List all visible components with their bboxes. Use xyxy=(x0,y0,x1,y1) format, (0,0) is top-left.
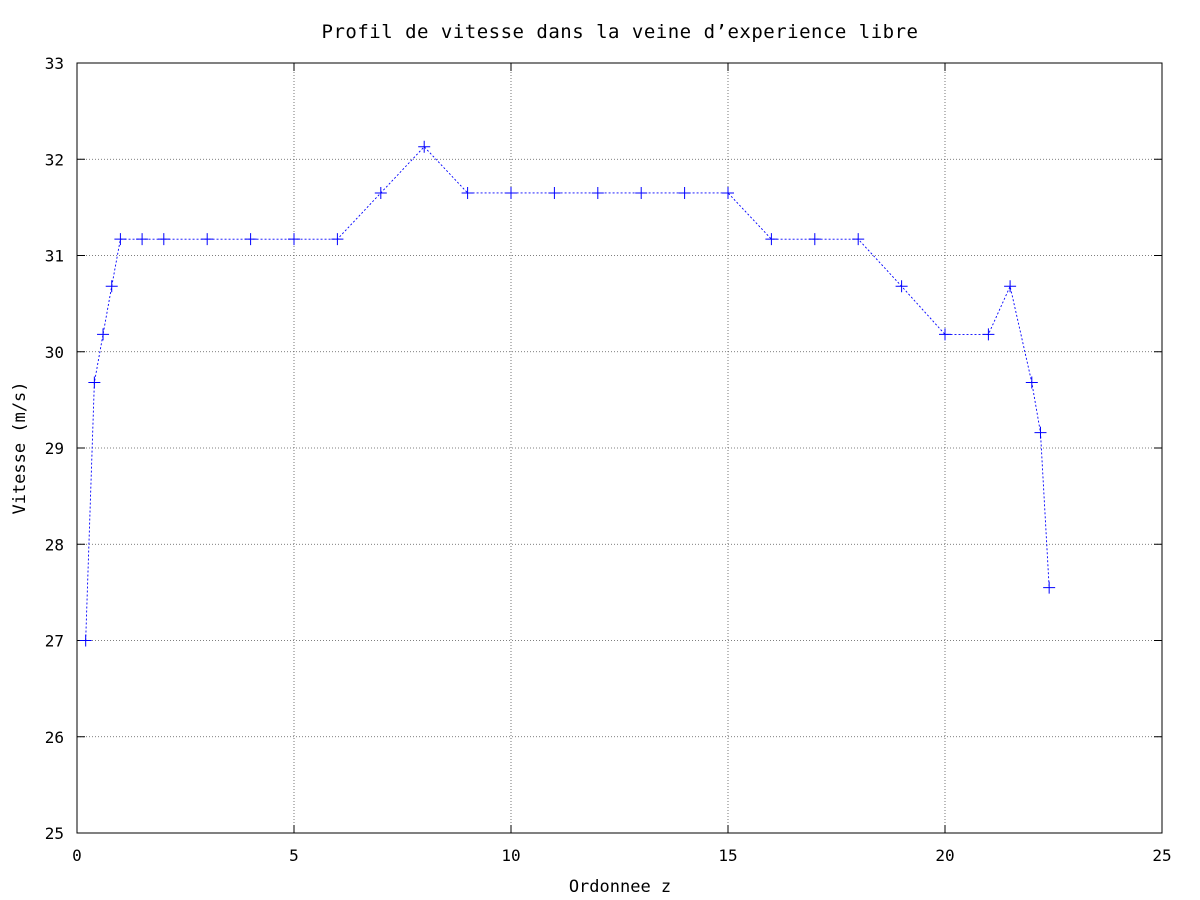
y-tick-label: 29 xyxy=(45,439,64,458)
data-point-marker xyxy=(1043,581,1056,594)
data-point-marker xyxy=(982,328,995,341)
series-line xyxy=(85,146,1050,641)
data-points xyxy=(79,140,1056,647)
data-point-marker xyxy=(105,280,118,293)
x-tick-label: 0 xyxy=(72,846,82,865)
y-tick-label: 32 xyxy=(45,150,64,169)
y-tick-label: 33 xyxy=(45,54,64,73)
x-tick-labels: 0 5 10 15 20 25 xyxy=(72,846,1171,865)
series-line-group xyxy=(85,146,1050,641)
data-point-marker xyxy=(591,186,604,199)
y-tick-label: 26 xyxy=(45,728,64,747)
data-point-marker xyxy=(374,186,387,199)
grid-lines xyxy=(77,63,1162,833)
x-tick-label: 15 xyxy=(718,846,737,865)
data-point-marker xyxy=(1025,376,1038,389)
y-tick-label: 27 xyxy=(45,632,64,651)
data-point-marker xyxy=(88,376,101,389)
data-point-marker xyxy=(79,634,92,647)
data-point-marker xyxy=(678,186,691,199)
y-tick-label: 30 xyxy=(45,343,64,362)
data-point-marker xyxy=(722,186,734,199)
y-tick-label: 25 xyxy=(45,824,64,843)
data-point-marker xyxy=(1034,426,1047,439)
data-point-marker xyxy=(244,233,257,246)
data-point-marker xyxy=(288,233,300,246)
data-point-marker xyxy=(505,186,517,199)
data-point-marker xyxy=(418,140,431,153)
y-tick-label: 31 xyxy=(45,247,64,266)
data-point-marker xyxy=(939,328,951,341)
x-tick-label: 10 xyxy=(501,846,520,865)
x-tick-label: 20 xyxy=(935,846,954,865)
y-tick-label: 28 xyxy=(45,535,64,554)
data-point-marker xyxy=(895,280,908,293)
data-point-marker xyxy=(114,233,127,246)
data-point-marker xyxy=(331,233,344,246)
data-point-marker xyxy=(201,233,214,246)
data-point-marker xyxy=(1004,280,1017,293)
data-point-marker xyxy=(852,233,865,246)
data-point-marker xyxy=(808,233,821,246)
x-tick-label: 25 xyxy=(1152,846,1171,865)
chart-title: Profil de vitesse dans la veine d’experi… xyxy=(322,21,919,43)
y-axis-label: Vitesse (m/s) xyxy=(10,381,30,514)
x-axis-label: Ordonnee z xyxy=(569,877,671,897)
y-tick-labels: 25 26 27 28 29 30 31 32 33 xyxy=(45,54,64,843)
x-tick-label: 5 xyxy=(289,846,299,865)
data-point-marker xyxy=(765,233,778,246)
data-point-marker xyxy=(635,186,648,199)
data-point-marker xyxy=(97,328,110,341)
data-point-marker xyxy=(136,233,149,246)
axis-ticks xyxy=(76,62,1163,834)
data-point-marker xyxy=(461,186,474,199)
data-point-marker xyxy=(157,233,170,246)
data-point-marker xyxy=(548,186,561,199)
